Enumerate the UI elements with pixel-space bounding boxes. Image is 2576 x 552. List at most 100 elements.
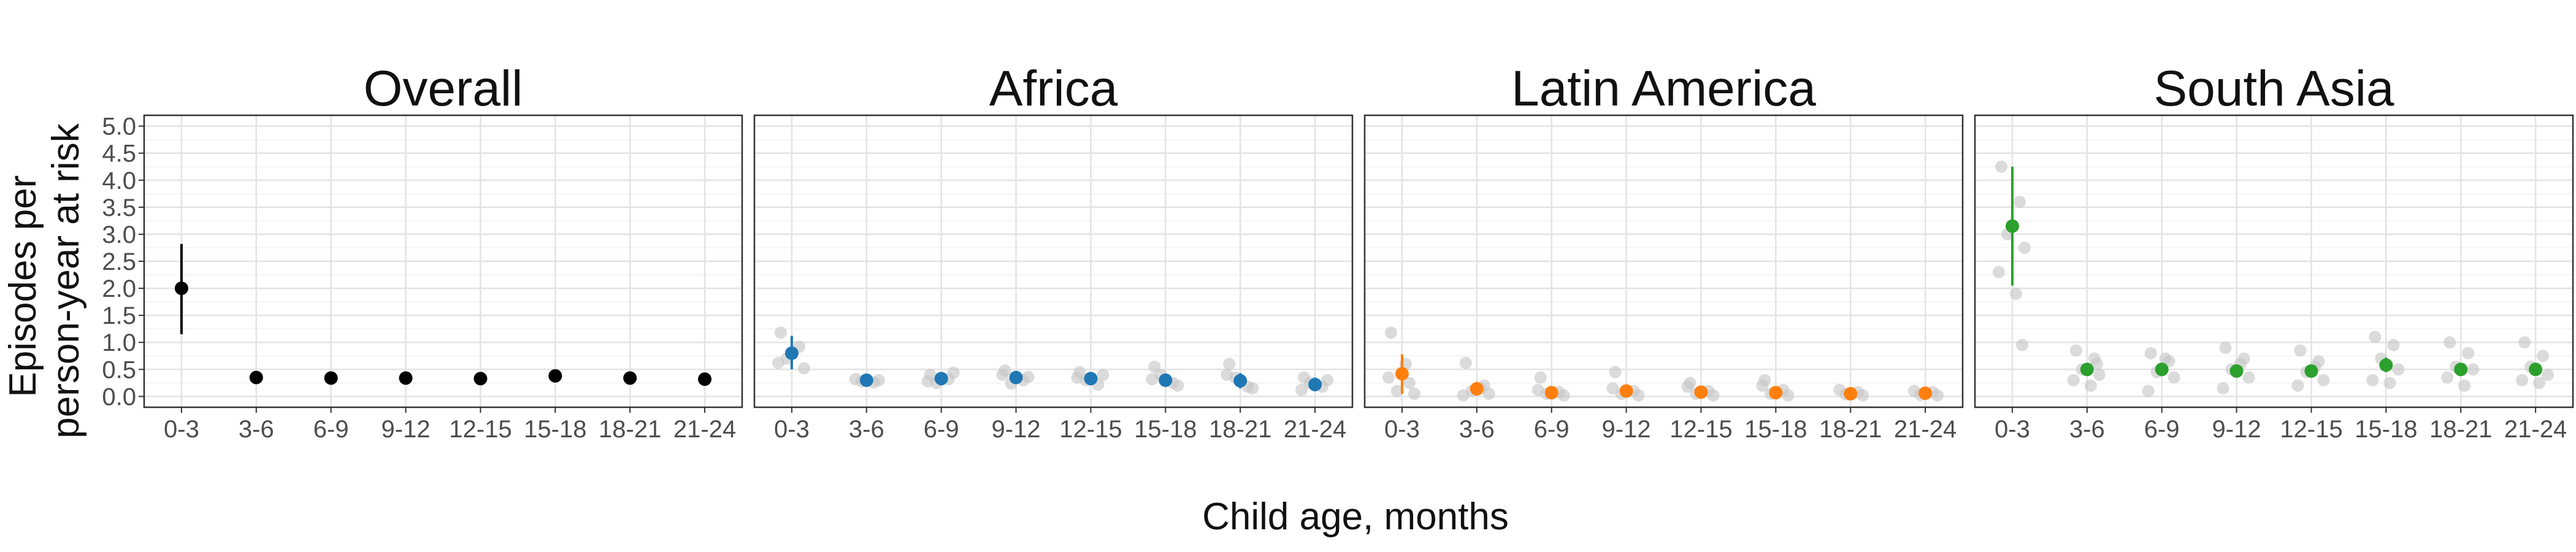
x-tick-label: 3-6 — [849, 416, 884, 443]
panel-africa: Africa 0-3 3-6 6-9 9-12 12-15 15-18 18-21 21-24 — [753, 61, 1354, 443]
y-tick-label: 4.0 — [102, 167, 136, 194]
panels: Overall 0-3 3-6 6-9 9-12 12-15 15-18 18-21 21-24… — [143, 61, 2574, 443]
x-tick-label: 15-18 — [1744, 416, 1807, 443]
x-tick-label: 15-18 — [2355, 416, 2417, 443]
y-tick-label: 1.0 — [102, 329, 136, 356]
site-point — [2142, 385, 2155, 397]
site-point — [2387, 339, 2400, 351]
x-tick-label: 6-9 — [924, 416, 959, 443]
site-point — [1609, 366, 1622, 378]
y-axis-title: Episodes per person-year at risk — [2, 123, 87, 438]
panel-title: Africa — [989, 61, 1118, 117]
site-point — [1295, 383, 1308, 396]
site-point — [872, 374, 885, 386]
estimate-point — [2454, 362, 2468, 377]
x-tick-label: 18-21 — [599, 416, 661, 443]
site-point — [2093, 369, 2106, 381]
x-tick-label: 0-3 — [164, 416, 199, 443]
site-point — [2159, 352, 2172, 365]
x-tick-label: 0-3 — [1995, 416, 2030, 443]
site-point — [2013, 196, 2026, 209]
x-tick-label: 12-15 — [2280, 416, 2342, 443]
x-tick-label: 9-12 — [1602, 416, 1651, 443]
site-point — [2291, 379, 2304, 392]
panel-overall: Overall 0-3 3-6 6-9 9-12 12-15 15-18 18-21 21-24 — [143, 61, 743, 443]
estimate-point — [1233, 374, 1248, 388]
y-tick-label: 2.0 — [102, 275, 136, 302]
site-point — [2294, 344, 2307, 357]
panel-title: Overall — [364, 61, 523, 117]
site-point — [2009, 287, 2022, 300]
site-point — [1408, 387, 1420, 400]
site-point — [1403, 377, 1416, 389]
estimate-point — [1694, 385, 1708, 399]
estimate-point — [2304, 364, 2318, 378]
x-tick-label: 21-24 — [673, 416, 736, 443]
estimate-point — [399, 371, 413, 385]
y-tick-label: 0.5 — [102, 356, 136, 383]
site-point — [921, 375, 934, 388]
estimate-point — [2229, 364, 2244, 378]
y-tick-label: 3.0 — [102, 221, 136, 248]
y-axis-title-line2: person-year at risk — [45, 123, 87, 438]
site-point — [2015, 339, 2028, 351]
estimate-point — [1919, 386, 1933, 401]
site-point — [797, 362, 810, 375]
x-tick-label: 9-12 — [992, 416, 1041, 443]
site-point — [1146, 373, 1159, 386]
site-point — [2444, 336, 2456, 349]
x-tick-label: 3-6 — [2069, 416, 2105, 443]
site-point — [1756, 379, 1769, 392]
x-tick-label: 0-3 — [1384, 416, 1420, 443]
site-point — [2542, 369, 2555, 381]
estimate-point — [548, 369, 562, 383]
x-tick-label: 3-6 — [239, 416, 274, 443]
x-tick-label: 9-12 — [2212, 416, 2261, 443]
estimate-point — [934, 372, 948, 386]
site-point — [1606, 382, 1619, 395]
panel-border — [1974, 114, 2574, 408]
y-tick-label: 2.5 — [102, 248, 136, 275]
estimate-point — [784, 346, 799, 360]
site-point — [1557, 389, 1570, 402]
estimate-point — [174, 282, 188, 296]
x-tick-label: 15-18 — [524, 416, 586, 443]
site-point — [1022, 370, 1035, 383]
x-tick-label: 21-24 — [1284, 416, 1346, 443]
x-tick-label: 18-21 — [1209, 416, 1271, 443]
estimate-point — [1844, 386, 1858, 401]
site-point — [1707, 389, 1720, 402]
x-tick-label: 12-15 — [1059, 416, 1122, 443]
estimate-point — [698, 372, 712, 386]
site-point — [1857, 389, 1869, 402]
estimate-point — [2080, 362, 2094, 377]
x-tick-label: 15-18 — [1134, 416, 1197, 443]
x-tick-label: 0-3 — [774, 416, 810, 443]
site-point — [1457, 389, 1470, 402]
x-tick-label: 18-21 — [2429, 416, 2492, 443]
site-point — [2090, 358, 2103, 370]
estimate-point — [2005, 219, 2019, 233]
panel-latin-america: Latin America 0-3 3-6 6-9 9-12 12-15 15-18 18-2… — [1363, 61, 1964, 443]
site-point — [2533, 377, 2546, 389]
site-point — [1681, 380, 1694, 393]
site-point — [1782, 389, 1795, 402]
site-point — [2219, 342, 2232, 355]
site-point — [2369, 331, 2382, 343]
y-tick-label: 5.0 — [102, 113, 136, 140]
site-point — [2458, 379, 2471, 392]
site-point — [947, 366, 960, 379]
site-point — [1531, 383, 1544, 396]
site-point — [774, 326, 787, 339]
site-point — [1632, 389, 1645, 402]
y-axis-title-line1: Episodes per — [2, 175, 44, 397]
x-tick-label: 6-9 — [2144, 416, 2180, 443]
x-axis-title: Child age, months — [1202, 496, 1509, 538]
site-point — [1390, 385, 1403, 397]
estimate-point — [1308, 377, 1322, 391]
site-point — [1534, 371, 1547, 384]
panel-border — [1363, 114, 1964, 408]
site-point — [2516, 374, 2529, 386]
site-point — [2217, 382, 2229, 395]
estimate-point — [1395, 367, 1409, 381]
